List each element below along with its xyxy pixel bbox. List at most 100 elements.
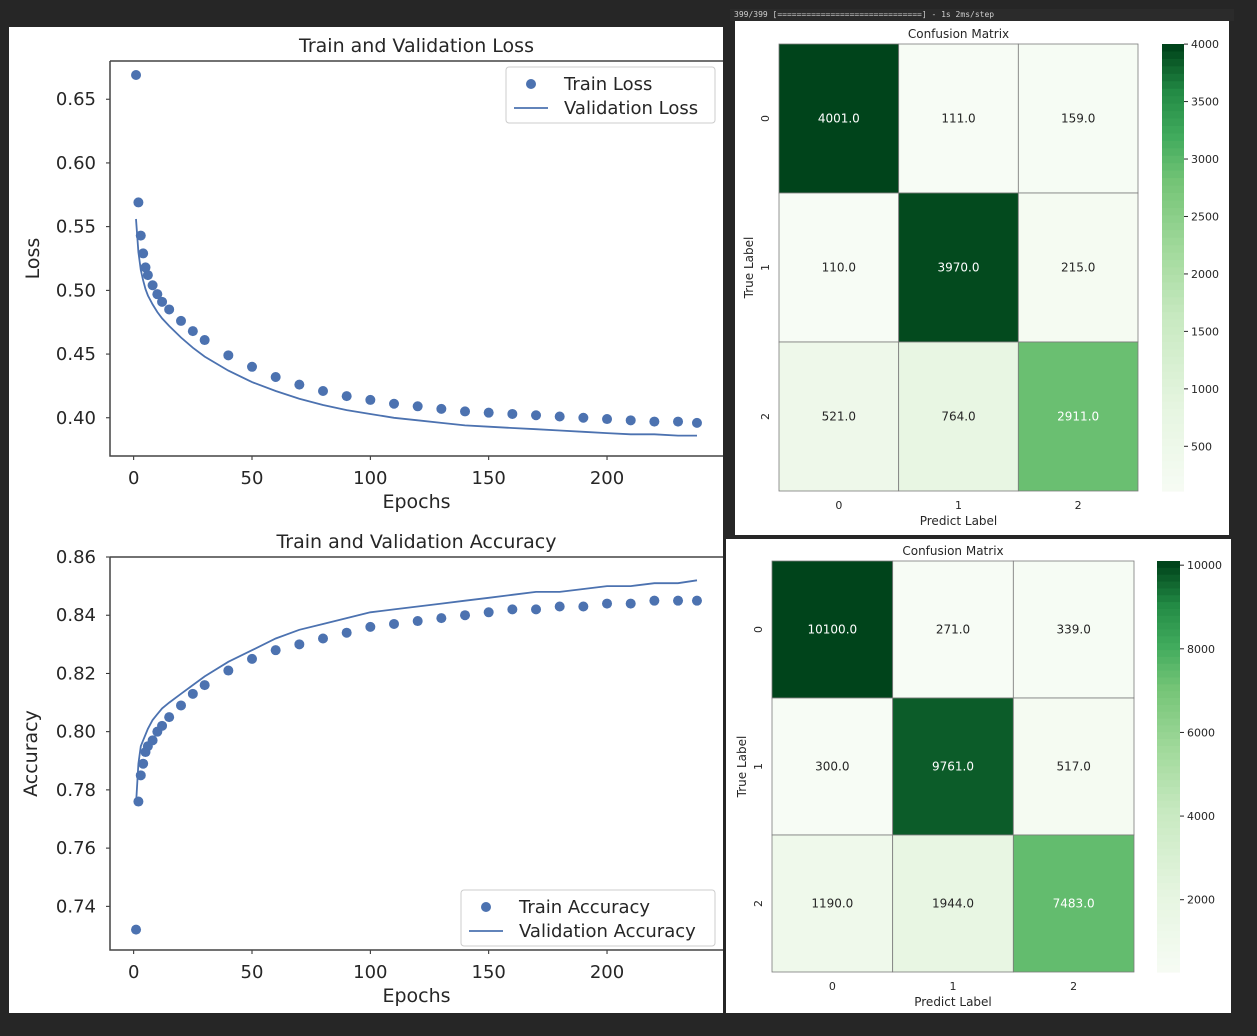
cell-value-label: 2911.0 bbox=[1057, 410, 1099, 424]
train-point bbox=[602, 598, 613, 609]
x-tick-label: 0 bbox=[128, 468, 139, 489]
colorbar-segment bbox=[1162, 476, 1184, 485]
matrix-cell bbox=[1017, 341, 1139, 492]
colorbar-segment bbox=[1162, 356, 1184, 365]
colorbar-segment bbox=[1157, 821, 1180, 829]
y-category-label: 0 bbox=[759, 115, 772, 122]
legend-label: Validation Accuracy bbox=[519, 921, 696, 942]
train-point bbox=[341, 391, 352, 402]
train-point bbox=[554, 601, 565, 612]
cell-value-label: 4001.0 bbox=[818, 112, 860, 126]
train-point bbox=[673, 595, 684, 606]
x-category-label: 1 bbox=[955, 499, 962, 512]
cell-value-label: 215.0 bbox=[1061, 261, 1095, 275]
console-output: 399/399 [==============================]… bbox=[730, 9, 1234, 21]
colorbar-segment bbox=[1162, 267, 1184, 276]
confusion-matrix-bottom: Confusion Matrix 10100.0 271.0 339.0 300.0 97… bbox=[735, 544, 1222, 1009]
colorbar-segment bbox=[1157, 745, 1180, 754]
colorbar-segment bbox=[1157, 725, 1180, 733]
train-point bbox=[270, 645, 281, 656]
x-tick-label: 50 bbox=[241, 962, 264, 983]
x-axis-label: Epochs bbox=[382, 985, 450, 1007]
colorbar-segment bbox=[1162, 125, 1184, 134]
train-point bbox=[157, 296, 168, 307]
y-tick-label: 0.40 bbox=[56, 408, 96, 429]
colorbar-segment bbox=[1157, 807, 1180, 816]
train-point bbox=[365, 621, 376, 632]
y-tick-label: 0.80 bbox=[56, 722, 96, 743]
colorbar-segment bbox=[1157, 876, 1180, 884]
cell-value-label: 7483.0 bbox=[1053, 897, 1095, 911]
train-point bbox=[412, 401, 423, 412]
colorbar-segment bbox=[1162, 438, 1184, 447]
train-point bbox=[133, 197, 144, 208]
train-point bbox=[223, 665, 234, 676]
colorbar-segment bbox=[1157, 848, 1180, 857]
matrix-cell bbox=[1017, 43, 1139, 194]
colorbar-segment bbox=[1162, 409, 1184, 418]
colorbar-segment bbox=[1157, 581, 1180, 589]
plot-frame bbox=[109, 60, 723, 457]
confusion-matrix-bottom-panel: Confusion Matrix 10100.0 271.0 339.0 300.0 97… bbox=[726, 539, 1231, 1013]
colorbar-tick-label: 2000 bbox=[1191, 268, 1219, 281]
cell-value-label: 271.0 bbox=[936, 623, 970, 637]
colorbar-tick-label: 1000 bbox=[1191, 383, 1219, 396]
y-category-label: 0 bbox=[752, 626, 765, 633]
colorbar-segment bbox=[1162, 401, 1184, 410]
colorbar-segment bbox=[1157, 896, 1180, 905]
colorbar-segment bbox=[1157, 752, 1180, 761]
matrix-cell bbox=[771, 560, 894, 699]
colorbar-segment bbox=[1162, 148, 1184, 157]
colorbar-segment bbox=[1162, 230, 1184, 239]
train-point bbox=[436, 613, 447, 624]
colorbar-segment bbox=[1157, 622, 1180, 631]
train-point bbox=[649, 416, 660, 427]
colorbar-segment bbox=[1157, 793, 1180, 802]
colorbar-segment bbox=[1157, 643, 1180, 651]
cell-value-label: 1944.0 bbox=[932, 897, 974, 911]
train-point bbox=[507, 408, 518, 419]
train-point bbox=[147, 280, 158, 291]
colorbar-tick-label: 6000 bbox=[1187, 726, 1215, 739]
colorbar-segment bbox=[1157, 944, 1180, 953]
colorbar-segment bbox=[1162, 81, 1184, 90]
colorbar-segment bbox=[1162, 483, 1184, 492]
x-axis-label: Predict Label bbox=[914, 995, 992, 1009]
colorbar-segment bbox=[1157, 862, 1180, 870]
colorbar-segment bbox=[1157, 615, 1180, 624]
colorbar-segment bbox=[1157, 828, 1180, 836]
colorbar-segment bbox=[1157, 698, 1180, 706]
colorbar-segment bbox=[1157, 841, 1180, 850]
legend-box bbox=[460, 889, 716, 947]
x-tick-label: 50 bbox=[241, 468, 264, 489]
matrix-cell bbox=[898, 192, 1019, 343]
train-point bbox=[164, 304, 175, 315]
x-tick-label: 150 bbox=[472, 468, 506, 489]
legend-box bbox=[505, 66, 716, 124]
train-point bbox=[223, 350, 234, 361]
y-tick-label: 0.55 bbox=[56, 217, 96, 238]
matrix-cell bbox=[778, 341, 900, 492]
matrix-cell bbox=[771, 697, 894, 836]
colorbar-segment bbox=[1162, 237, 1184, 246]
train-point bbox=[625, 598, 636, 609]
colorbar-segment bbox=[1162, 185, 1184, 194]
train-point bbox=[436, 403, 447, 414]
colorbar-segment bbox=[1157, 677, 1180, 685]
cell-value-label: 9761.0 bbox=[932, 760, 974, 774]
x-tick-label: 150 bbox=[472, 962, 506, 983]
colorbar-segment bbox=[1162, 386, 1184, 395]
colorbar-segment bbox=[1157, 910, 1180, 918]
cell-value-label: 521.0 bbox=[822, 410, 856, 424]
colorbar-segment bbox=[1157, 684, 1180, 692]
colorbar-segment bbox=[1157, 924, 1180, 932]
colorbar-segment bbox=[1162, 289, 1184, 298]
train-point bbox=[318, 386, 329, 397]
colorbar-tick-label: 2500 bbox=[1191, 210, 1219, 223]
colorbar-segment bbox=[1157, 855, 1180, 863]
train-point bbox=[531, 604, 542, 615]
colorbar-segment bbox=[1162, 207, 1184, 216]
legend-marker-swatch bbox=[481, 902, 491, 912]
colorbar-segment bbox=[1162, 304, 1184, 313]
train-point bbox=[578, 601, 589, 612]
